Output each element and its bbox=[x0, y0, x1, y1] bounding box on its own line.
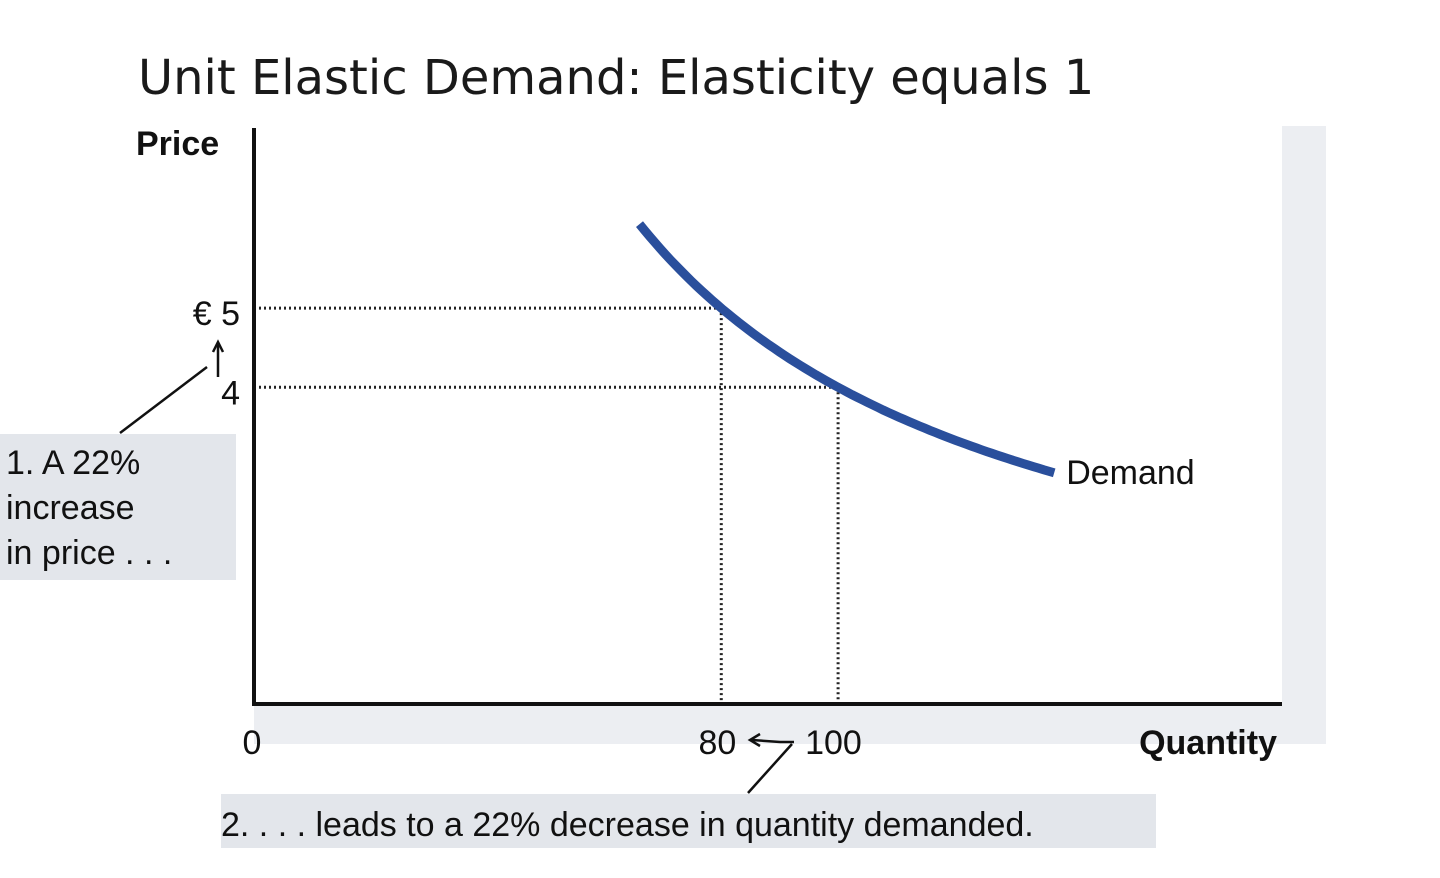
y-tick-label-0: € 5 bbox=[193, 295, 240, 333]
price-note-line-1: 1. A 22% bbox=[6, 444, 140, 482]
x-axis-label: Quantity bbox=[1139, 724, 1277, 762]
plot-shadow-right bbox=[1282, 126, 1326, 744]
chart-title: Unit Elastic Demand: Elasticity equals 1 bbox=[138, 50, 1094, 106]
y-tick-labels: € 5 4 bbox=[193, 295, 240, 412]
origin-label: 0 bbox=[243, 724, 262, 762]
x-tick-labels: 80 100 bbox=[698, 724, 861, 762]
price-note-line-2: increase bbox=[6, 489, 135, 527]
y-tick-label-1: 4 bbox=[221, 374, 240, 412]
x-tick-label-0: 80 bbox=[698, 724, 736, 762]
reference-guides bbox=[254, 306, 840, 704]
demand-curve bbox=[636, 221, 1056, 478]
plot-shadow-bottom bbox=[254, 700, 1326, 744]
quantity-note-box bbox=[221, 794, 1156, 848]
y-axis-label: Price bbox=[136, 125, 219, 163]
x-tick-label-1: 100 bbox=[805, 724, 862, 762]
quantity-decrease-arrow bbox=[747, 732, 794, 794]
price-increase-arrow bbox=[119, 339, 225, 434]
series-label-demand: Demand bbox=[1066, 454, 1195, 492]
plot-area bbox=[254, 126, 1282, 704]
quantity-note: 2. . . . leads to a 22% decrease in quan… bbox=[221, 806, 1034, 844]
price-note-box bbox=[0, 434, 236, 580]
price-note-line-3: in price . . . bbox=[6, 534, 172, 572]
